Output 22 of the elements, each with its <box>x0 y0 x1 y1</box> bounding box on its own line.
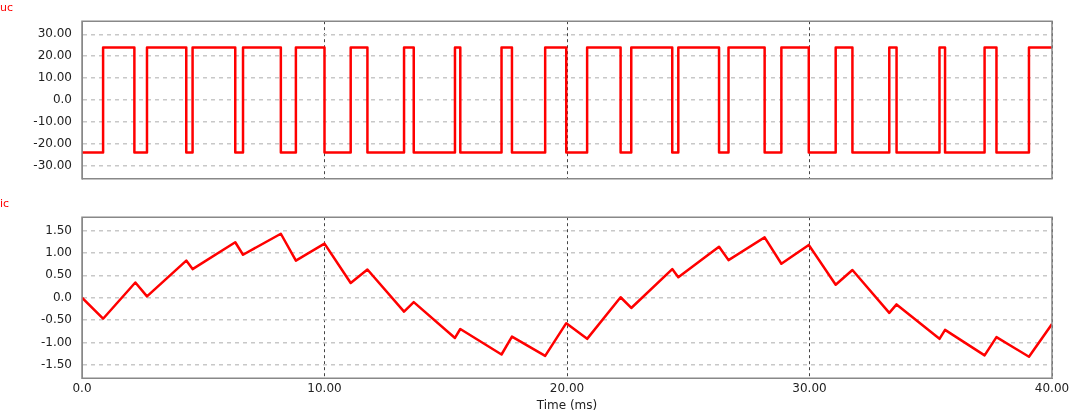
x-tick-label: 20.00 <box>549 380 585 395</box>
y-tick-label: 1.50 <box>45 222 72 237</box>
y-tick-label: -30.00 <box>33 157 72 172</box>
x-tick-label: 30.00 <box>792 380 827 395</box>
x-tick-label: 40.00 <box>1034 380 1070 395</box>
y-tick-label: 0.0 <box>52 92 72 107</box>
y-tick-label: -20.00 <box>33 135 72 150</box>
y-tick-label: 1.00 <box>45 245 72 260</box>
x-tick-label: 0.0 <box>72 380 92 395</box>
y-tick-label: 20.00 <box>37 48 72 63</box>
text: uc <box>0 1 14 15</box>
y-tick-label: 0.0 <box>52 289 72 304</box>
x-axis-title: Time (ms) <box>535 397 598 412</box>
y-tick-label: -1.00 <box>40 334 72 349</box>
y-tick-label: 30.00 <box>37 26 72 41</box>
x-tick-label: 10.00 <box>307 380 342 395</box>
y-tick-label: 10.00 <box>37 70 72 85</box>
text: ic <box>0 197 10 211</box>
y-tick-label: -0.50 <box>40 312 72 327</box>
y-tick-label: -10.00 <box>33 114 72 129</box>
y-tick-label: 0.50 <box>45 267 72 282</box>
y-tick-label: -1.50 <box>40 356 72 371</box>
